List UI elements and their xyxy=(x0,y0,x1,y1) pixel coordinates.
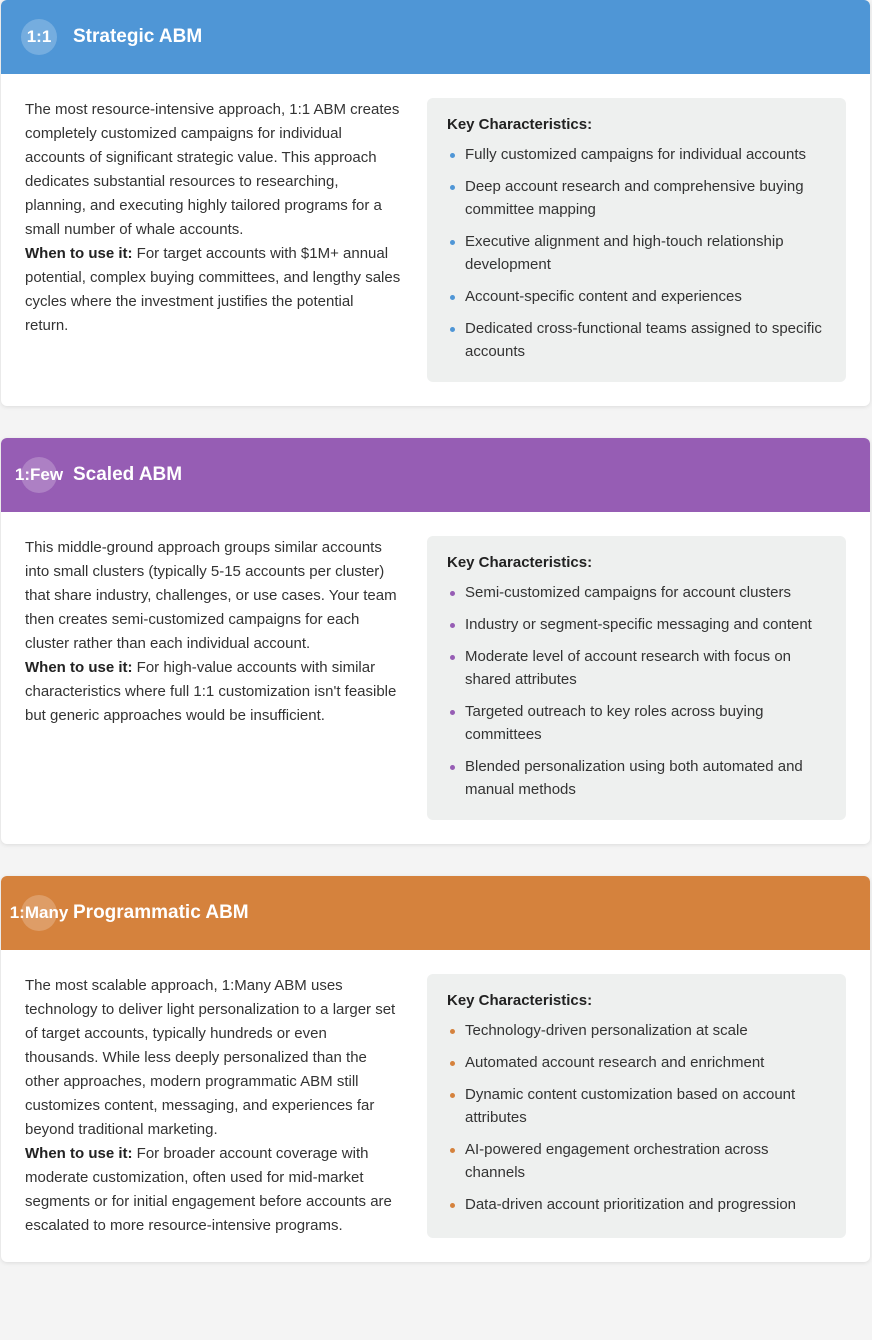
characteristic-item: Industry or segment-specific messaging a… xyxy=(447,613,826,636)
badge-label: 1:Few xyxy=(14,465,64,484)
card-title: Scaled ABM xyxy=(73,464,183,485)
tier-badge: 1:Few xyxy=(15,457,63,493)
card-header: 1:Few Scaled ABM xyxy=(1,438,870,512)
description: The most scalable approach, 1:Many ABM u… xyxy=(25,974,401,1238)
characteristic-item: Blended personalization using both autom… xyxy=(447,755,826,801)
when-text: For broader account coverage with modera… xyxy=(25,1145,392,1234)
card-header: 1:1 Strategic ABM xyxy=(1,0,870,74)
characteristic-item: Dynamic content customization based on a… xyxy=(447,1083,826,1129)
when-label: When to use it: xyxy=(25,1145,133,1162)
description-text: The most resource-intensive approach, 1:… xyxy=(25,101,400,238)
key-characteristics-title: Key Characteristics: xyxy=(447,116,593,133)
characteristic-item: Targeted outreach to key roles across bu… xyxy=(447,700,826,746)
characteristic-item: Semi-customized campaigns for account cl… xyxy=(447,581,826,604)
abm-card: 1:1 Strategic ABM The most resource-inte… xyxy=(1,0,870,406)
tier-badge: 1:Many xyxy=(10,895,68,931)
tier-badge: 1:1 xyxy=(21,19,57,55)
characteristic-item: Fully customized campaigns for individua… xyxy=(447,143,826,166)
card-title: Strategic ABM xyxy=(73,26,203,47)
description: This middle-ground approach groups simil… xyxy=(25,536,401,820)
characteristic-item: Data-driven account prioritization and p… xyxy=(447,1193,826,1216)
description-text: The most scalable approach, 1:Many ABM u… xyxy=(25,977,396,1138)
abm-approaches: 1:1 Strategic ABM The most resource-inte… xyxy=(1,0,870,1262)
key-characteristics: Key Characteristics: Fully customized ca… xyxy=(427,98,846,382)
abm-card: 1:Few Scaled ABM This middle-ground appr… xyxy=(1,438,870,844)
badge-label: 1:Many xyxy=(9,903,69,922)
characteristic-item: Executive alignment and high-touch relat… xyxy=(447,230,826,276)
characteristic-item: Technology-driven personalization at sca… xyxy=(447,1019,826,1042)
when-label: When to use it: xyxy=(25,659,133,676)
when-text: For target accounts with $1M+ annual pot… xyxy=(25,245,401,334)
characteristics-list: Semi-customized campaigns for account cl… xyxy=(447,581,826,801)
key-characteristics: Key Characteristics: Semi-customized cam… xyxy=(427,536,846,820)
abm-card: 1:Many Programmatic ABM The most scalabl… xyxy=(1,876,870,1262)
key-characteristics-title: Key Characteristics: xyxy=(447,554,593,571)
when-label: When to use it: xyxy=(25,245,133,262)
characteristic-item: Automated account research and enrichmen… xyxy=(447,1051,826,1074)
characteristic-item: AI-powered engagement orchestration acro… xyxy=(447,1138,826,1184)
card-header: 1:Many Programmatic ABM xyxy=(1,876,870,950)
description: The most resource-intensive approach, 1:… xyxy=(25,98,401,382)
description-text: This middle-ground approach groups simil… xyxy=(25,539,397,652)
badge-label: 1:1 xyxy=(26,27,52,46)
characteristics-list: Fully customized campaigns for individua… xyxy=(447,143,826,363)
characteristic-item: Dedicated cross-functional teams assigne… xyxy=(447,317,826,363)
characteristic-item: Moderate level of account research with … xyxy=(447,645,826,691)
key-characteristics-title: Key Characteristics: xyxy=(447,992,593,1009)
card-title: Programmatic ABM xyxy=(73,902,249,923)
key-characteristics: Key Characteristics: Technology-driven p… xyxy=(427,974,846,1238)
characteristics-list: Technology-driven personalization at sca… xyxy=(447,1019,826,1216)
characteristic-item: Account-specific content and experiences xyxy=(447,285,826,308)
when-text: For high-value accounts with similar cha… xyxy=(25,659,397,724)
characteristic-item: Deep account research and comprehensive … xyxy=(447,175,826,221)
